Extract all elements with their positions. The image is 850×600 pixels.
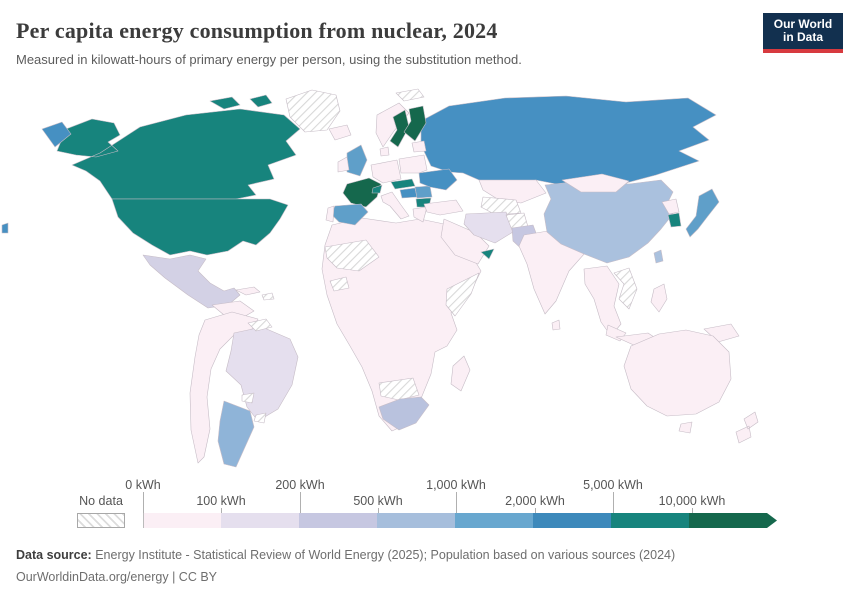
region-greece[interactable] xyxy=(412,206,428,223)
legend-no-data-swatch[interactable] xyxy=(77,513,125,528)
region-madagascar[interactable] xyxy=(450,355,471,392)
region-argentina[interactable] xyxy=(217,400,255,468)
region-mongolia[interactable] xyxy=(561,173,630,193)
chart-footer: Data source: Energy Institute - Statisti… xyxy=(16,544,675,588)
region-uruguay[interactable] xyxy=(253,412,267,424)
region-philippines[interactable] xyxy=(650,283,668,313)
region-romania[interactable] xyxy=(414,185,433,199)
region-sweden[interactable] xyxy=(389,109,410,148)
region-mainland-se-asia[interactable] xyxy=(583,265,622,337)
legend-bin-5000-10000[interactable] xyxy=(611,513,689,528)
legend-color-scale[interactable] xyxy=(143,513,777,528)
license-line[interactable]: OurWorldinData.org/energy | CC BY xyxy=(16,570,218,584)
region-taiwan[interactable] xyxy=(653,249,664,264)
legend-bin-2000-5000[interactable] xyxy=(533,513,611,528)
region-uae[interactable] xyxy=(480,248,495,260)
map-legend: No data 0 kWh 100 kWh 200 kWh 500 kWh 1,… xyxy=(0,470,850,532)
data-source-line: Data source: Energy Institute - Statisti… xyxy=(16,544,675,566)
legend-tick xyxy=(378,508,379,513)
data-source-text: Energy Institute - Statistical Review of… xyxy=(91,548,676,562)
region-south-africa[interactable] xyxy=(378,396,430,431)
legend-tick xyxy=(221,508,222,513)
legend-tick-label: 2,000 kWh xyxy=(505,494,565,508)
legend-bin-500-1000[interactable] xyxy=(377,513,455,528)
region-cuba[interactable] xyxy=(235,286,261,296)
region-guyanas[interactable] xyxy=(247,318,273,332)
region-australia[interactable] xyxy=(623,329,732,434)
legend-bin-0-100[interactable] xyxy=(143,513,221,528)
region-paraguay[interactable] xyxy=(241,392,255,404)
owid-logo-line2: in Data xyxy=(782,30,823,44)
region-portugal[interactable] xyxy=(325,205,335,223)
region-switzerland[interactable] xyxy=(371,184,383,194)
legend-bin-200-500[interactable] xyxy=(299,513,377,528)
region-ukraine[interactable] xyxy=(418,168,458,191)
region-central-asia-no-data[interactable] xyxy=(480,196,522,216)
region-sahel-no-data[interactable] xyxy=(324,239,380,272)
region-ireland[interactable] xyxy=(337,156,350,173)
region-germany[interactable] xyxy=(370,159,402,184)
region-vietnam-laos-no-data[interactable] xyxy=(613,267,638,310)
region-kazakhstan[interactable] xyxy=(478,179,547,204)
region-poland-belarus[interactable] xyxy=(398,154,428,174)
region-canada[interactable] xyxy=(56,94,301,200)
owid-logo-box: Our World in Data xyxy=(763,13,843,49)
region-guinea-no-data[interactable] xyxy=(329,276,350,292)
legend-tick-label: 500 kWh xyxy=(353,494,403,508)
region-mexico[interactable] xyxy=(142,254,241,309)
legend-tick xyxy=(143,492,144,513)
owid-logo-line1: Our World xyxy=(773,17,833,31)
region-horn-of-africa-no-data[interactable] xyxy=(445,272,480,317)
world-map-svg xyxy=(1,88,759,468)
region-china[interactable] xyxy=(543,179,674,264)
legend-tick-label: 5,000 kWh xyxy=(583,478,643,492)
chart-subtitle: Measured in kilowatt-hours of primary en… xyxy=(16,52,522,67)
region-czechia-slovakia[interactable] xyxy=(390,178,416,190)
region-baltics[interactable] xyxy=(411,140,427,153)
legend-tick-label: 1,000 kWh xyxy=(426,478,486,492)
region-south-korea[interactable] xyxy=(667,212,682,228)
region-finland[interactable] xyxy=(403,105,427,142)
region-north-korea[interactable] xyxy=(661,198,680,215)
owid-logo: Our World in Data xyxy=(763,13,843,53)
legend-bin-100-200[interactable] xyxy=(221,513,299,528)
legend-tick xyxy=(456,492,457,513)
region-denmark[interactable] xyxy=(379,146,390,157)
region-greenland[interactable] xyxy=(285,89,341,133)
legend-tick-label: 0 kWh xyxy=(125,478,161,492)
region-new-zealand[interactable] xyxy=(735,411,759,444)
legend-tick xyxy=(692,508,693,513)
legend-bin-1000-2000[interactable] xyxy=(455,513,533,528)
region-turkey[interactable] xyxy=(423,199,464,216)
legend-bin-10000-plus[interactable] xyxy=(689,513,777,528)
region-italy[interactable] xyxy=(380,191,410,220)
region-brazil[interactable] xyxy=(225,326,299,422)
region-japan[interactable] xyxy=(685,188,720,238)
region-svalbard[interactable] xyxy=(395,88,425,102)
region-france[interactable] xyxy=(342,177,382,208)
region-sri-lanka[interactable] xyxy=(551,319,561,331)
legend-tick-label: 100 kWh xyxy=(196,494,246,508)
legend-tick xyxy=(613,492,614,513)
legend-tick xyxy=(535,508,536,513)
region-united-kingdom[interactable] xyxy=(346,144,368,177)
world-map xyxy=(0,85,850,485)
region-iceland[interactable] xyxy=(328,124,352,141)
region-iran[interactable] xyxy=(463,211,514,244)
legend-tick-label: 200 kWh xyxy=(275,478,325,492)
owid-logo-accent xyxy=(763,49,843,53)
region-hispaniola[interactable] xyxy=(261,292,275,301)
region-russia[interactable] xyxy=(1,95,717,234)
page-title: Per capita energy consumption from nucle… xyxy=(16,18,498,43)
legend-tick xyxy=(300,492,301,513)
region-hungary[interactable] xyxy=(399,187,418,199)
region-central-america[interactable] xyxy=(211,300,255,319)
region-usa[interactable] xyxy=(111,198,289,256)
legend-tick-label: 10,000 kWh xyxy=(658,494,726,508)
region-southern-africa-no-data[interactable] xyxy=(378,377,420,401)
legend-no-data-label: No data xyxy=(79,494,123,508)
data-source-label: Data source: xyxy=(16,548,92,562)
